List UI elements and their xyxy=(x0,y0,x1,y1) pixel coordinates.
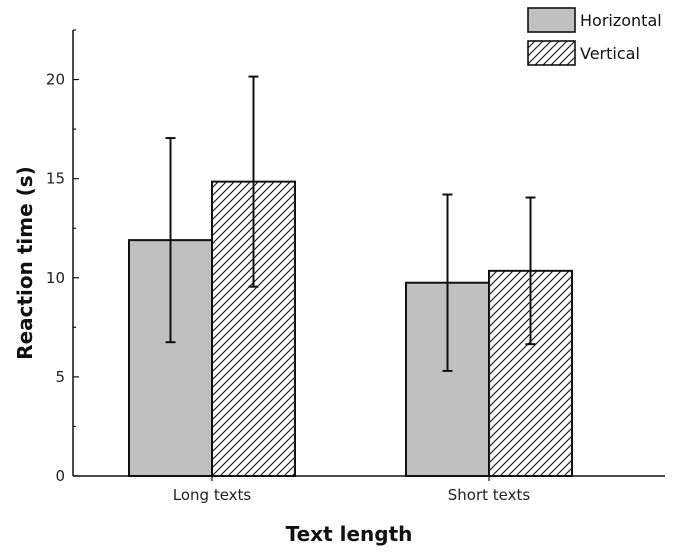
y-tick-label: 10 xyxy=(46,269,65,287)
x-axis-title: Text length xyxy=(286,522,413,546)
error-bar-horizontal-short-texts xyxy=(442,193,453,372)
y-tick-label: 5 xyxy=(55,368,65,386)
legend-label: Vertical xyxy=(580,44,640,63)
legend: Horizontal Vertical xyxy=(527,7,662,66)
y-tick-label: 0 xyxy=(55,467,65,485)
y-tick-label: 15 xyxy=(46,170,65,188)
y-tick-label: 20 xyxy=(46,71,65,89)
axes-layer xyxy=(72,29,665,481)
bars-layer xyxy=(128,180,573,477)
x-tick-label: Long texts xyxy=(173,486,252,504)
error-bar-vertical-short-texts xyxy=(525,196,536,346)
labels-layer: 0 5 10 15 20 Long texts Short texts Text length… xyxy=(13,71,530,546)
error-bar-vertical-long-texts xyxy=(248,75,259,288)
error-bars-layer xyxy=(165,75,536,372)
legend-item-vertical: Vertical xyxy=(527,40,640,66)
legend-swatch xyxy=(527,40,576,66)
error-bar-horizontal-long-texts xyxy=(165,137,176,344)
legend-item-horizontal: Horizontal xyxy=(527,7,662,33)
y-axis-title: Reaction time (s) xyxy=(13,166,37,360)
legend-swatch xyxy=(527,7,576,33)
legend-label: Horizontal xyxy=(580,11,662,30)
x-tick-label: Short texts xyxy=(448,486,531,504)
bar-vertical-short-texts xyxy=(488,269,573,477)
